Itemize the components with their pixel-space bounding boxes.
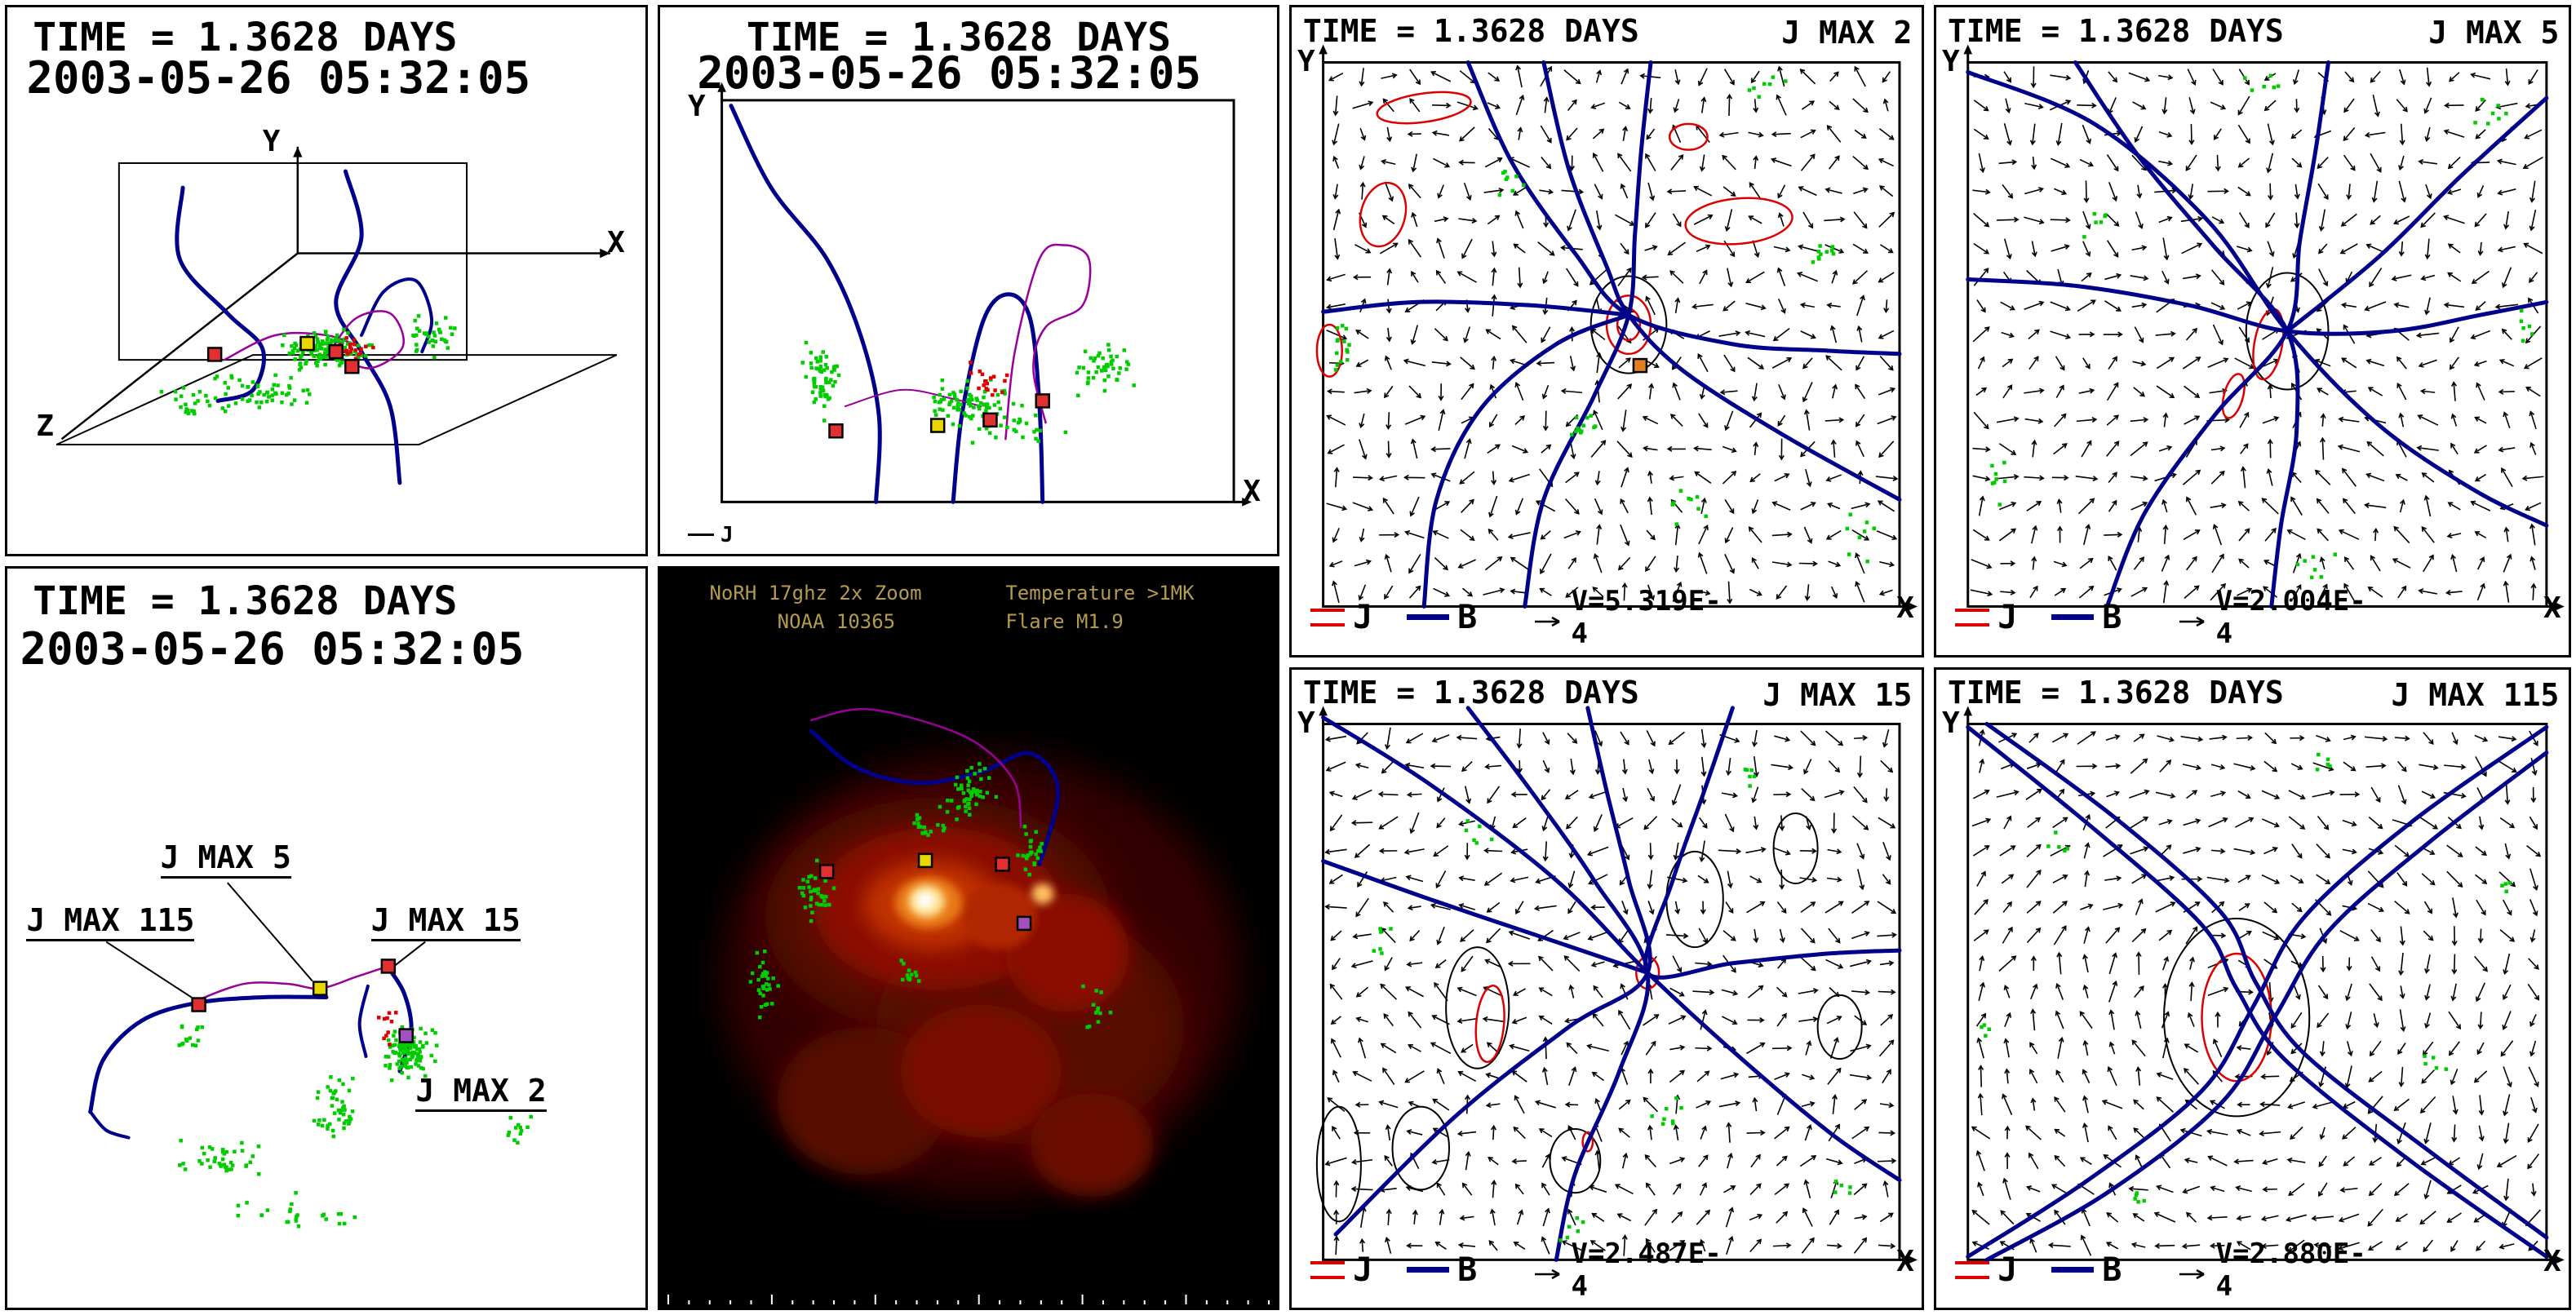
legend-v-value: V=2.004E-4 [2215, 584, 2366, 650]
z-axis-label: Z [36, 409, 54, 443]
y-axis-label: Y [1297, 706, 1315, 741]
legend: J B V=5.319E-4 [1310, 585, 1722, 650]
y-axis-label: Y [1941, 706, 1960, 741]
x-axis-label: X [1243, 475, 1261, 509]
legend-item-b: B [1407, 599, 1477, 636]
callout-j-max-5: J MAX 5 [160, 842, 291, 879]
legend-item-v: V=5.319E-4 [1532, 585, 1724, 650]
velocity-arrow-icon [1535, 616, 1560, 627]
b-line-icon [1407, 614, 1450, 621]
legend-item-j: J [1955, 599, 2017, 636]
velocity-arrow-icon [2179, 616, 2205, 627]
vector-field-plot [1963, 706, 2565, 1264]
legend-item-b: B [1407, 1251, 1477, 1289]
plot-annotated-fieldlines [88, 882, 533, 1229]
legend: J B V=2.487E-4 [1310, 1238, 1722, 1303]
legend-item-j: J [1310, 1251, 1372, 1289]
x-axis-label: X [1896, 1244, 1914, 1278]
j-max-badge: J MAX 115 [2391, 676, 2560, 713]
panel-j-max-5: TIME = 1.3628 DAYS J MAX 5 Y X J B V=2.0… [1934, 5, 2571, 658]
vector-field-plot [1963, 44, 2565, 611]
callout-j-max-115: J MAX 115 [26, 905, 195, 942]
y-axis-label: Y [262, 125, 281, 159]
legend: J B V=2.004E-4 [1955, 585, 2366, 650]
plot-xy-fieldlines [717, 82, 1253, 507]
norh-instrument-label: NoRH 17ghz 2x Zoom [709, 582, 922, 605]
panel-title: TIME = 1.3628 DAYS [746, 15, 1171, 61]
y-axis-label: Y [1941, 45, 1960, 79]
callout-j-max-2: J MAX 2 [415, 1075, 547, 1112]
b-line-icon [1407, 1267, 1450, 1273]
timestamp: 2003-05-26 05:32:05 [20, 623, 525, 675]
timestamp: 2003-05-26 05:32:05 [697, 46, 1202, 99]
b-line-icon [2051, 1267, 2095, 1273]
vector-field-plot [1315, 44, 1918, 611]
j-line-icon [688, 534, 715, 537]
legend-j-label: J [1353, 1251, 1373, 1289]
panel-title: TIME = 1.3628 DAYS [1302, 12, 1639, 49]
y-axis-label: Y [688, 89, 706, 123]
panel-3d-view: TIME = 1.3628 DAYS 2003-05-26 05:32:05 Y… [5, 5, 648, 556]
legend-j-label: J [1997, 1251, 2018, 1289]
legend-j-label: J [1997, 598, 2018, 636]
panel-title: TIME = 1.3628 DAYS [1302, 675, 1639, 711]
legend-v-value: V=2.880E-4 [2215, 1237, 2366, 1303]
panel-xy-projection: TIME = 1.3628 DAYS 2003-05-26 05:32:05 Y… [658, 5, 1279, 556]
legend-item-v: V=2.004E-4 [2176, 585, 2369, 650]
norh-temperature-label: Temperature >1MK [1005, 582, 1195, 605]
panel-j-max-115: TIME = 1.3628 DAYS J MAX 115 Y X J B V=2… [1934, 667, 2571, 1310]
j-max-badge: J MAX 2 [1781, 14, 1913, 51]
norh-flare-label: Flare M1.9 [1005, 609, 1124, 633]
j-max-badge: J MAX 15 [1762, 676, 1913, 713]
legend-item-j: J [1955, 1251, 2017, 1289]
legend-j-label: J [720, 522, 734, 547]
y-axis-label: Y [1297, 45, 1315, 79]
panel-j-max-15: TIME = 1.3628 DAYS J MAX 15 Y X J B V=2.… [1289, 667, 1924, 1310]
plot-3d-fieldlines [55, 146, 618, 485]
j-contour-icon [1955, 608, 1990, 627]
x-axis-label: X [607, 226, 625, 260]
legend-b-label: B [2102, 598, 2122, 636]
legend-v-value: V=5.319E-4 [1571, 584, 1722, 650]
legend: J [688, 523, 734, 547]
legend-item-v: V=2.880E-4 [2176, 1238, 2369, 1303]
panel-title: TIME = 1.3628 DAYS [33, 15, 458, 61]
legend-item-b: B [2051, 1251, 2122, 1289]
legend-item-j: J [1310, 599, 1372, 636]
panel-j-max-2: TIME = 1.3628 DAYS J MAX 2 Y X J B V=5.3… [1289, 5, 1924, 658]
panel-title: TIME = 1.3628 DAYS [1947, 12, 2284, 49]
norh-noaa-label: NOAA 10365 [777, 609, 896, 633]
velocity-arrow-icon [2179, 1269, 2205, 1279]
x-axis-label: X [2543, 591, 2561, 625]
x-axis-label: X [2543, 1244, 2561, 1278]
callout-j-max-15: J MAX 15 [370, 905, 521, 942]
legend-b-label: B [2102, 1251, 2122, 1289]
legend-item-v: V=2.487E-4 [1532, 1238, 1724, 1303]
vector-field-plot [1315, 706, 1918, 1264]
j-contour-icon [1310, 1260, 1346, 1279]
panel-title: TIME = 1.3628 DAYS [1947, 675, 2284, 711]
j-max-badge: J MAX 5 [2428, 14, 2560, 51]
radio-image [660, 569, 1277, 1308]
legend-b-label: B [1457, 1251, 1478, 1289]
panel-norh-image: NoRH 17ghz 2x Zoom Temperature >1MK NOAA… [658, 566, 1279, 1310]
legend-item-b: B [2051, 599, 2122, 636]
legend-b-label: B [1457, 598, 1478, 636]
legend-v-value: V=2.487E-4 [1571, 1237, 1722, 1303]
velocity-arrow-icon [1535, 1269, 1560, 1279]
panel-j-max-overview: TIME = 1.3628 DAYS 2003-05-26 05:32:05 J… [5, 566, 648, 1310]
j-contour-icon [1955, 1260, 1990, 1279]
panel-title: TIME = 1.3628 DAYS [33, 578, 458, 625]
legend: J B V=2.880E-4 [1955, 1238, 2366, 1303]
b-line-icon [2051, 614, 2095, 621]
x-axis-label: X [1896, 591, 1914, 625]
j-contour-icon [1310, 608, 1346, 627]
legend-j-label: J [1353, 598, 1373, 636]
timestamp: 2003-05-26 05:32:05 [26, 52, 531, 104]
